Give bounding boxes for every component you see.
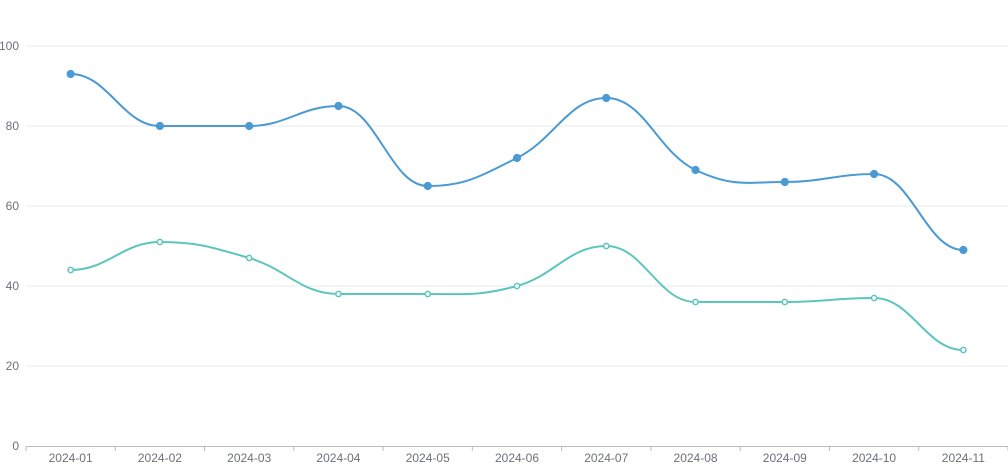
- x-tick-label: 2024-01: [49, 451, 93, 465]
- x-tick-label: 2024-02: [138, 451, 182, 465]
- data-point[interactable]: [245, 121, 254, 131]
- data-point[interactable]: [66, 69, 75, 79]
- data-point[interactable]: [869, 169, 879, 179]
- data-point[interactable]: [67, 266, 74, 274]
- data-point[interactable]: [959, 245, 968, 255]
- y-tick-label: 100: [0, 39, 19, 53]
- y-tick-label: 0: [12, 439, 19, 453]
- data-point[interactable]: [692, 298, 699, 306]
- data-point[interactable]: [423, 181, 432, 191]
- x-tick-label: 2024-09: [763, 451, 807, 465]
- x-tick-label: 2024-03: [227, 451, 271, 465]
- data-point[interactable]: [512, 153, 522, 163]
- y-tick-label: 80: [6, 119, 20, 133]
- data-point[interactable]: [424, 290, 432, 298]
- x-tick-label: 2024-06: [495, 451, 539, 465]
- y-tick-label: 40: [6, 279, 20, 293]
- grid-layer: [26, 45, 1008, 367]
- data-point[interactable]: [870, 294, 878, 302]
- data-point[interactable]: [156, 238, 164, 246]
- data-point[interactable]: [513, 282, 521, 290]
- axis-layer: 0 20 40 60 80 100 2024-01 2024-02 2024-03 2024-04…: [0, 39, 1008, 465]
- y-tick-label: 60: [6, 199, 20, 213]
- y-tick-label: 20: [6, 359, 20, 373]
- x-tick-label: 2024-05: [406, 451, 450, 465]
- data-point[interactable]: [691, 165, 700, 175]
- data-point[interactable]: [245, 254, 253, 262]
- data-point[interactable]: [602, 93, 611, 103]
- data-point[interactable]: [155, 121, 165, 131]
- x-tick-label: 2024-07: [584, 451, 628, 465]
- series-2: [67, 238, 967, 354]
- data-point[interactable]: [602, 242, 610, 250]
- x-tick-label: 2024-04: [316, 451, 360, 465]
- data-point[interactable]: [334, 101, 343, 111]
- x-tick-label: 2024-11: [942, 451, 985, 465]
- data-point[interactable]: [960, 346, 967, 354]
- series-1: [66, 69, 968, 255]
- x-tick-label: 2024-10: [852, 451, 896, 465]
- data-point[interactable]: [781, 298, 789, 306]
- data-point[interactable]: [335, 290, 342, 298]
- series-layer: [66, 69, 968, 354]
- x-tick-label: 2024-08: [674, 451, 718, 465]
- data-point[interactable]: [780, 177, 789, 187]
- series-line: [70, 240, 964, 351]
